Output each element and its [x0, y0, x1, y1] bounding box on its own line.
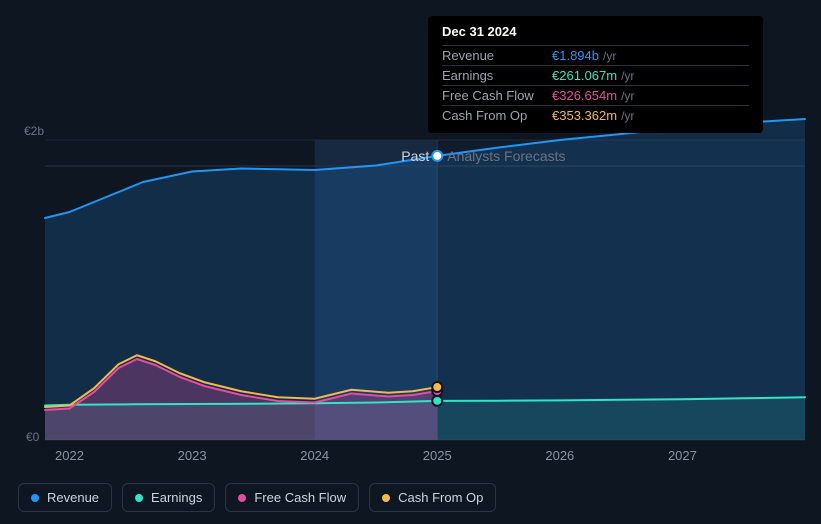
legend-label: Cash From Op: [398, 490, 483, 505]
past-label: Past: [401, 148, 429, 164]
legend: Revenue Earnings Free Cash Flow Cash From O…: [18, 483, 496, 512]
y-axis-label-bottom: €0: [26, 430, 39, 444]
hover-tooltip: Dec 31 2024 Revenue€1.894b/yrEarnings€26…: [428, 16, 763, 133]
legend-item-revenue[interactable]: Revenue: [18, 483, 112, 512]
x-axis-label: 2027: [668, 448, 697, 463]
legend-item-earnings[interactable]: Earnings: [122, 483, 215, 512]
forecast-label: Analysts Forecasts: [447, 148, 565, 164]
legend-label: Earnings: [151, 490, 202, 505]
legend-item-fcf[interactable]: Free Cash Flow: [225, 483, 359, 512]
tooltip-row: Revenue€1.894b/yr: [442, 45, 749, 65]
legend-item-cfo[interactable]: Cash From Op: [369, 483, 496, 512]
y-axis-label-top: €2b: [24, 124, 44, 138]
tooltip-row-unit: /yr: [621, 109, 634, 123]
tooltip-row-label: Free Cash Flow: [442, 88, 552, 103]
legend-dot-icon: [135, 494, 143, 502]
legend-dot-icon: [238, 494, 246, 502]
tooltip-row-value: €261.067m: [552, 68, 617, 83]
x-axis-label: 2026: [545, 448, 574, 463]
x-axis-label: 2024: [300, 448, 329, 463]
x-axis-label: 2023: [178, 448, 207, 463]
tooltip-row-unit: /yr: [603, 49, 616, 63]
tooltip-date: Dec 31 2024: [442, 24, 749, 39]
x-axis-label: 2022: [55, 448, 84, 463]
x-axis-label: 2025: [423, 448, 452, 463]
tooltip-row: Cash From Op€353.362m/yr: [442, 105, 749, 125]
tooltip-row-unit: /yr: [621, 89, 634, 103]
legend-label: Revenue: [47, 490, 99, 505]
tooltip-row-value: €353.362m: [552, 108, 617, 123]
tooltip-row-unit: /yr: [621, 69, 634, 83]
tooltip-row-label: Cash From Op: [442, 108, 552, 123]
tooltip-row-value: €1.894b: [552, 48, 599, 63]
tooltip-row-label: Revenue: [442, 48, 552, 63]
legend-label: Free Cash Flow: [254, 490, 346, 505]
tooltip-row: Free Cash Flow€326.654m/yr: [442, 85, 749, 105]
tooltip-row: Earnings€261.067m/yr: [442, 65, 749, 85]
tooltip-row-label: Earnings: [442, 68, 552, 83]
tooltip-row-value: €326.654m: [552, 88, 617, 103]
legend-dot-icon: [31, 494, 39, 502]
legend-dot-icon: [382, 494, 390, 502]
